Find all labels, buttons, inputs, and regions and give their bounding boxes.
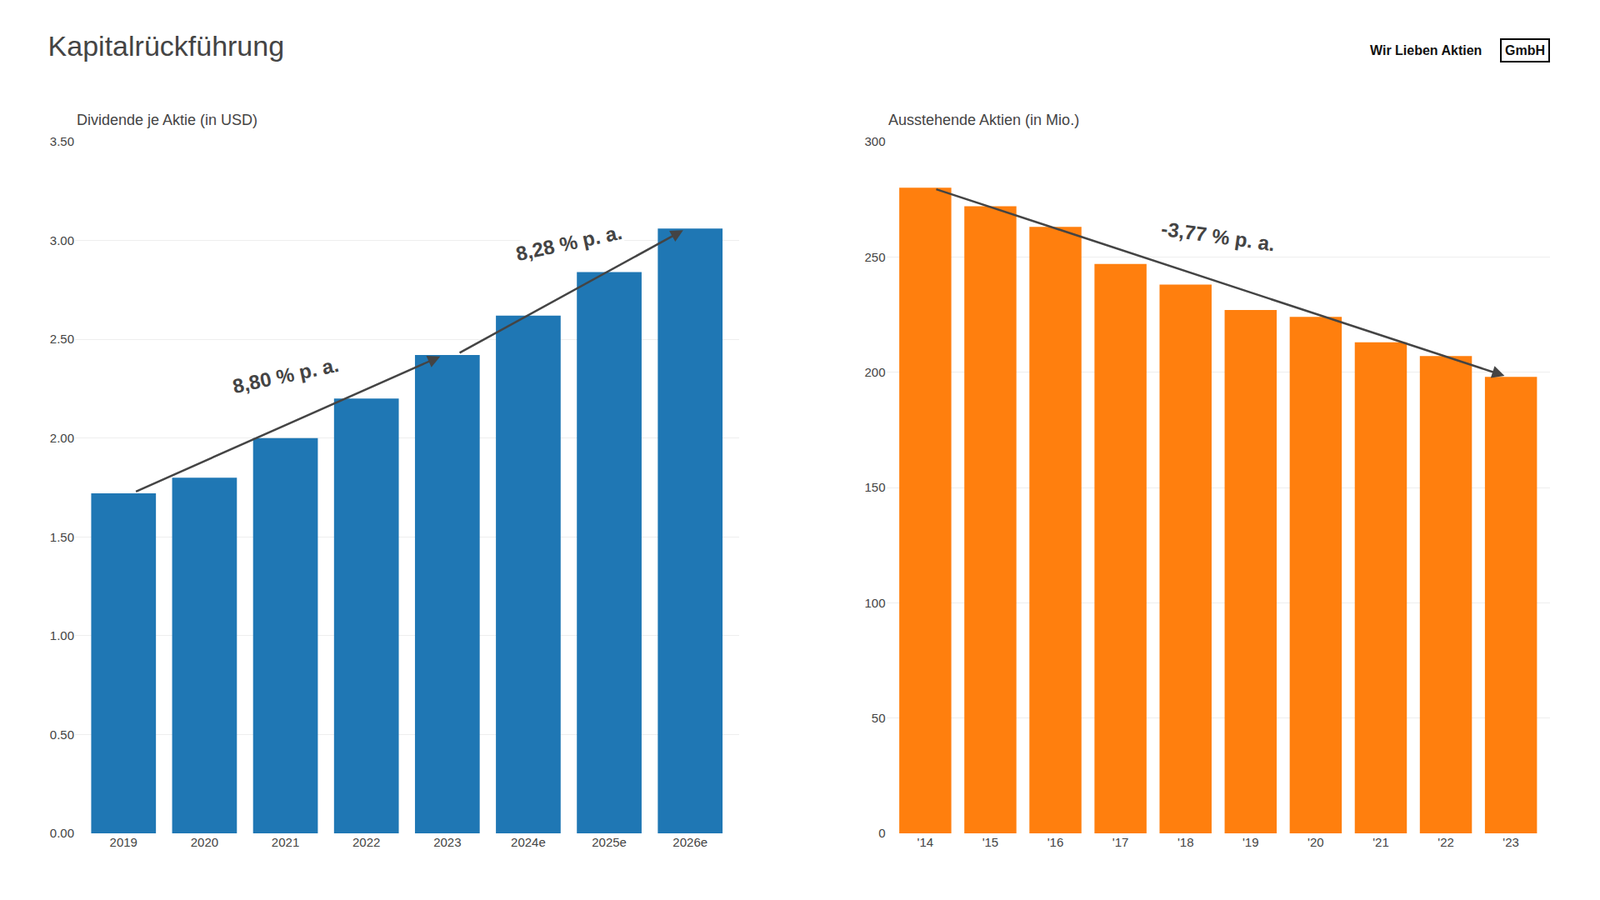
svg-text:'14: '14 bbox=[917, 835, 935, 850]
svg-text:8,28 % p. a.: 8,28 % p. a. bbox=[514, 220, 625, 265]
svg-text:2022: 2022 bbox=[352, 835, 380, 850]
svg-text:Kapitalrückführung: Kapitalrückführung bbox=[48, 30, 285, 62]
svg-text:3.50: 3.50 bbox=[50, 134, 75, 149]
svg-text:'17: '17 bbox=[1112, 835, 1130, 850]
svg-text:2019: 2019 bbox=[110, 835, 138, 850]
svg-text:'15: '15 bbox=[982, 835, 1000, 850]
svg-text:200: 200 bbox=[864, 365, 885, 380]
svg-text:'20: '20 bbox=[1307, 835, 1325, 850]
svg-text:'19: '19 bbox=[1242, 835, 1260, 850]
svg-text:250: 250 bbox=[864, 250, 885, 265]
svg-text:1.50: 1.50 bbox=[50, 530, 75, 545]
svg-text:100: 100 bbox=[864, 595, 885, 610]
svg-text:2.00: 2.00 bbox=[50, 430, 75, 445]
svg-text:2025e: 2025e bbox=[591, 835, 627, 850]
svg-text:'18: '18 bbox=[1177, 835, 1195, 850]
svg-text:0.00: 0.00 bbox=[50, 825, 75, 840]
svg-text:GmbH: GmbH bbox=[1505, 43, 1545, 58]
svg-text:Dividende je Aktie (in USD): Dividende je Aktie (in USD) bbox=[76, 111, 258, 129]
svg-text:2020: 2020 bbox=[190, 835, 219, 850]
svg-text:3.00: 3.00 bbox=[50, 233, 75, 248]
svg-text:'16: '16 bbox=[1047, 835, 1065, 850]
svg-text:150: 150 bbox=[864, 480, 885, 495]
svg-text:Ausstehende Aktien (in Mio.): Ausstehende Aktien (in Mio.) bbox=[888, 111, 1080, 129]
svg-text:50: 50 bbox=[871, 710, 886, 725]
svg-text:Wir Lieben Aktien: Wir Lieben Aktien bbox=[1370, 43, 1482, 58]
svg-text:1.00: 1.00 bbox=[50, 628, 75, 643]
svg-text:2023: 2023 bbox=[433, 835, 461, 850]
svg-text:'23: '23 bbox=[1502, 835, 1520, 850]
svg-text:0: 0 bbox=[878, 825, 885, 840]
svg-text:2.50: 2.50 bbox=[50, 331, 75, 346]
svg-text:2026e: 2026e bbox=[672, 835, 708, 850]
svg-text:'21: '21 bbox=[1372, 835, 1390, 850]
svg-text:-3,77 % p. a.: -3,77 % p. a. bbox=[1160, 217, 1277, 256]
svg-text:8,80 % p. a.: 8,80 % p. a. bbox=[230, 353, 341, 398]
svg-text:2021: 2021 bbox=[271, 835, 300, 850]
svg-text:'22: '22 bbox=[1437, 835, 1455, 850]
svg-text:0.50: 0.50 bbox=[50, 727, 75, 742]
svg-text:300: 300 bbox=[864, 134, 885, 149]
svg-text:2024e: 2024e bbox=[510, 835, 546, 850]
